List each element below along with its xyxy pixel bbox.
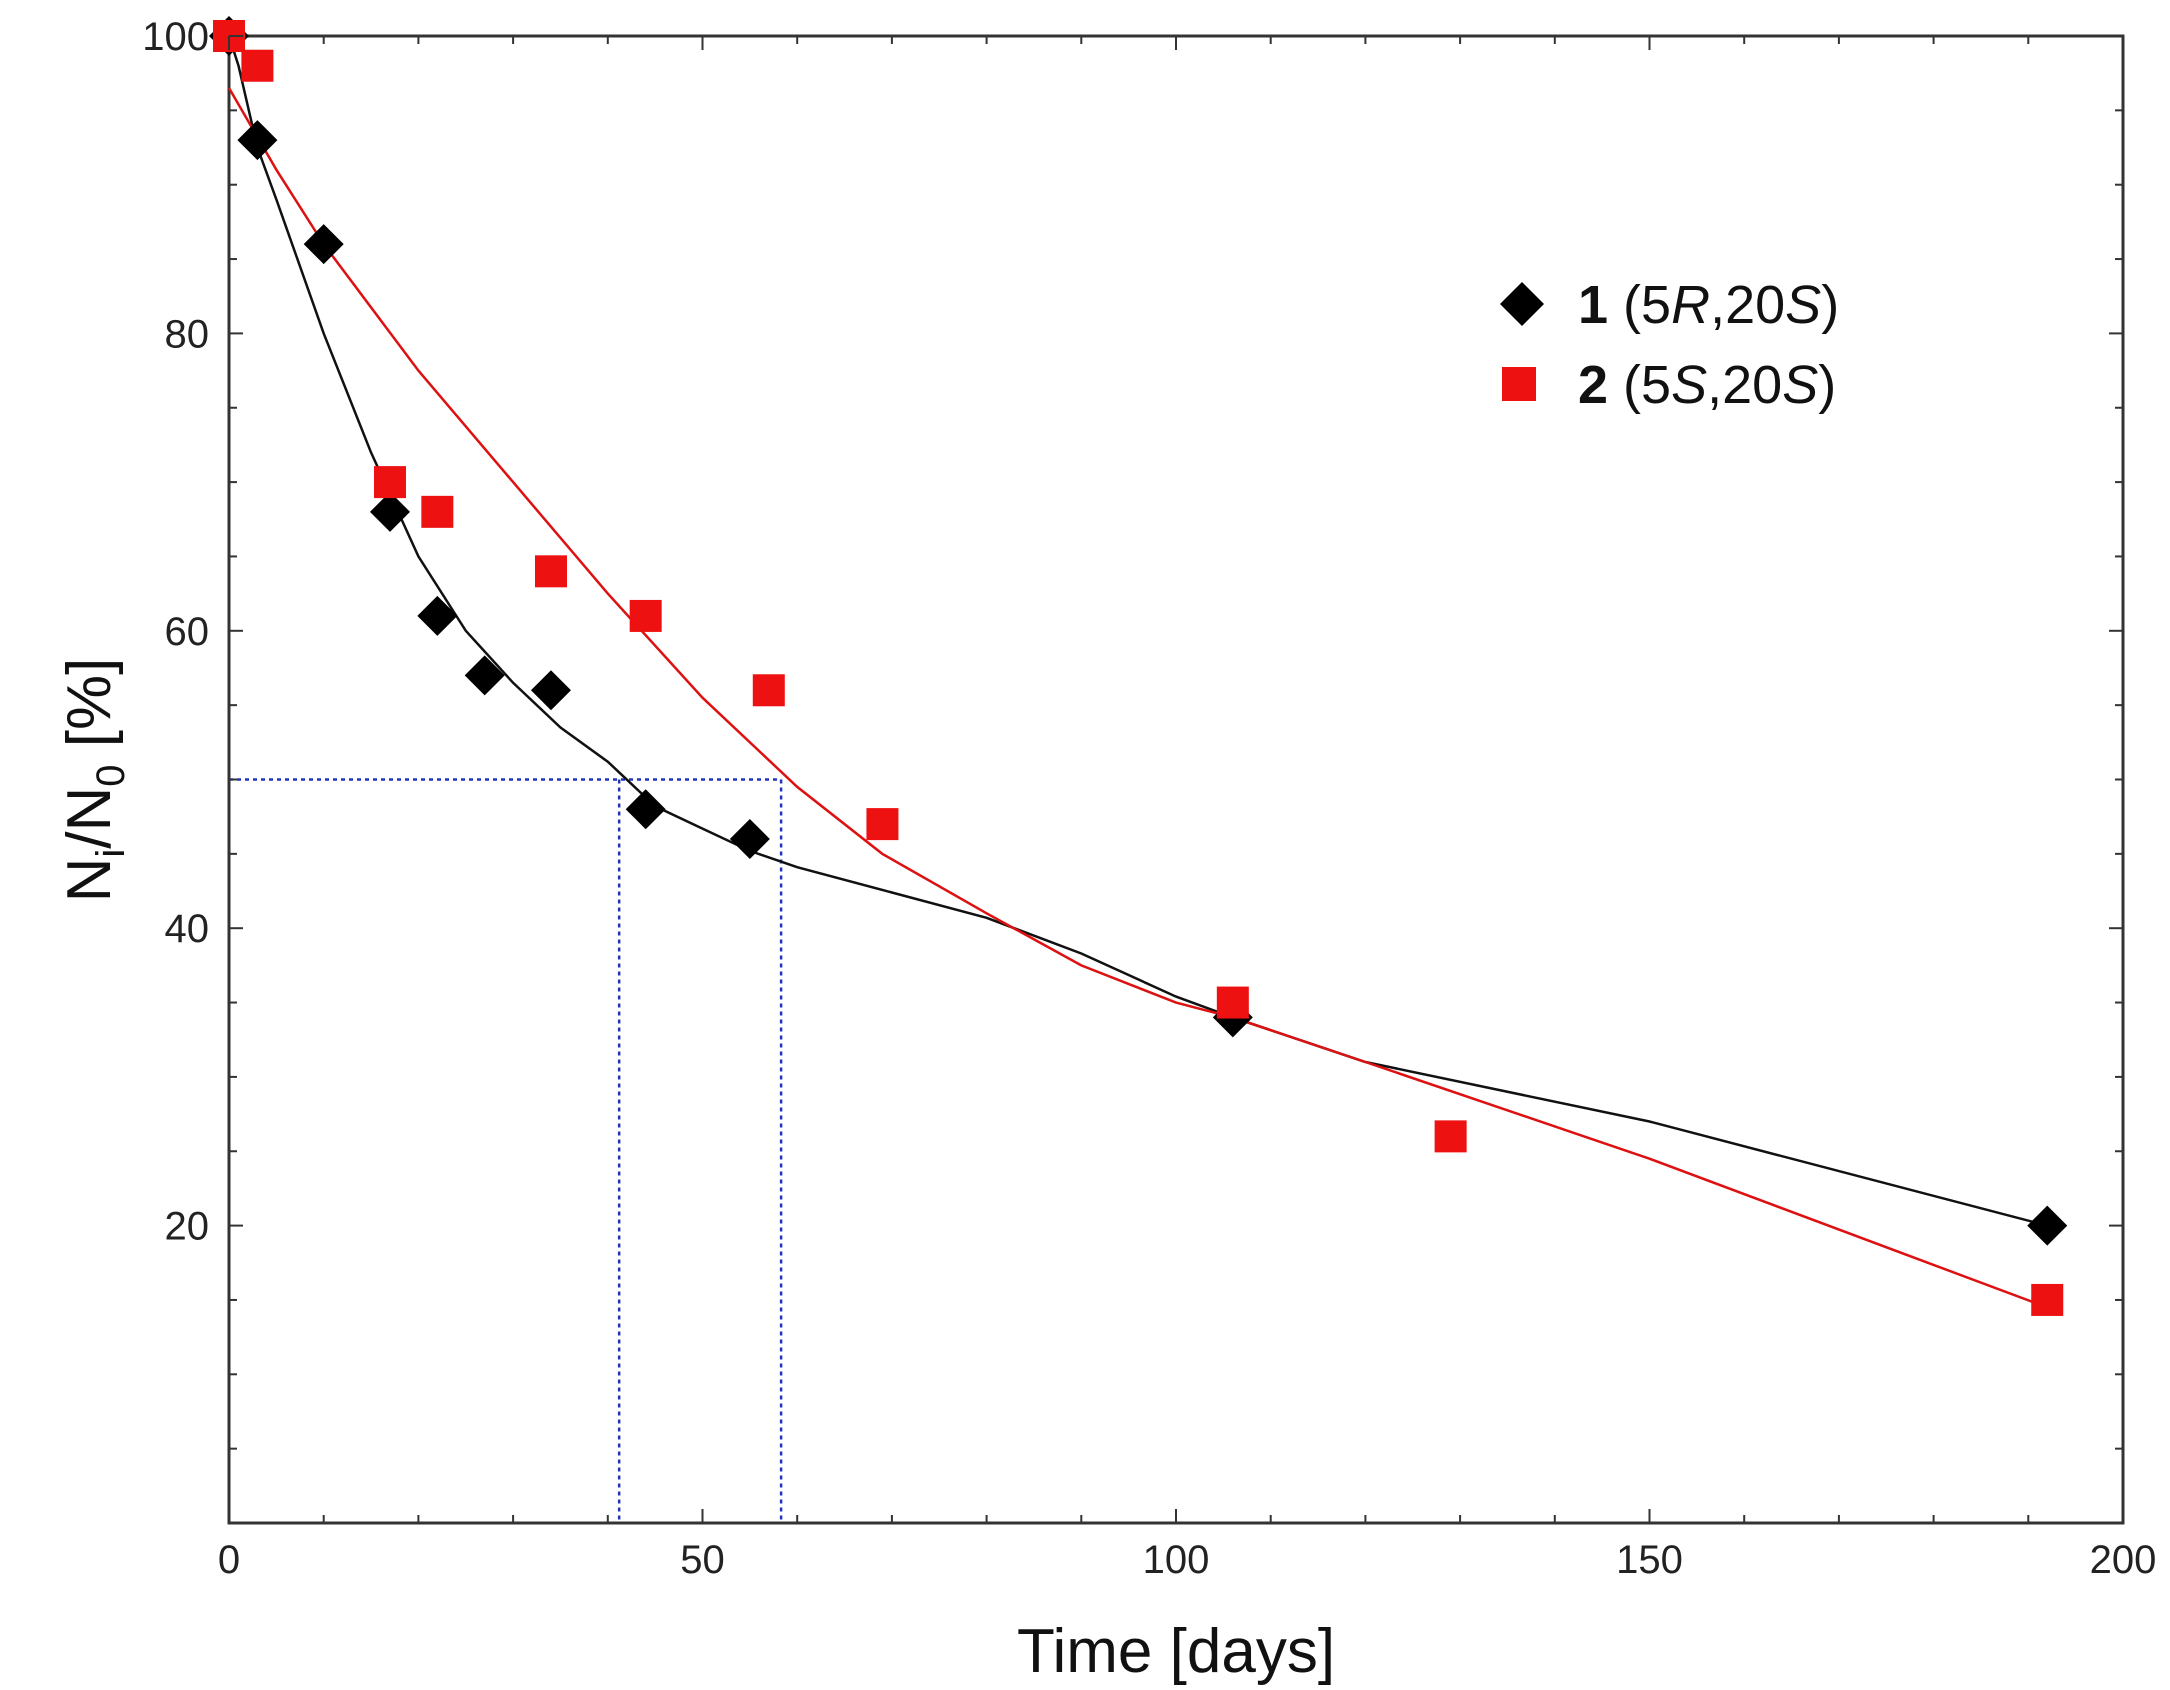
data-point-series-2 xyxy=(373,466,406,499)
data-point-series-2 xyxy=(534,555,567,588)
data-point-series-1 xyxy=(303,224,344,265)
data-point-series-1 xyxy=(530,670,571,711)
x-tick-label: 0 xyxy=(218,1538,240,1582)
data-markers xyxy=(209,16,2068,1316)
y-tick-label: 60 xyxy=(165,610,210,654)
y-tick-label: 20 xyxy=(165,1205,210,1249)
legend-diamond-marker xyxy=(1500,282,1544,326)
x-tick-label: 150 xyxy=(1616,1538,1683,1582)
y-axis-title: Ni/N0 [%] xyxy=(55,658,133,903)
data-point-series-1 xyxy=(369,491,410,532)
reference-lines xyxy=(229,778,783,1523)
x-tick-label: 200 xyxy=(2090,1538,2157,1582)
x-axis-title: Time [days] xyxy=(1017,1617,1335,1686)
fit-line-series-1 xyxy=(227,35,2048,1227)
data-point-series-1 xyxy=(2027,1205,2068,1246)
data-point-series-2 xyxy=(2031,1283,2064,1316)
data-point-series-2 xyxy=(752,674,785,707)
y-tick-labels: 20 40 60 80 100 xyxy=(142,15,209,1249)
x-tick-label: 50 xyxy=(680,1538,725,1582)
fit-line-series-2 xyxy=(227,87,2048,1309)
legend-label-series-1: 1 (5R,20S) xyxy=(1578,275,1839,335)
data-point-series-1 xyxy=(464,655,505,696)
legend-label-series-2: 2 (5S,20S) xyxy=(1578,355,1836,415)
data-point-series-2 xyxy=(241,49,274,82)
legend: 1 (5R,20S) 2 (5S,20S) xyxy=(1500,275,1839,415)
y-tick-label: 80 xyxy=(165,312,210,356)
fit-lines xyxy=(227,35,2048,1309)
plot-area xyxy=(227,34,2125,1525)
data-point-series-1 xyxy=(237,120,278,161)
y-tick-label: 40 xyxy=(165,907,210,951)
legend-item-series-2: 2 (5S,20S) xyxy=(1502,355,1836,415)
data-point-series-2 xyxy=(866,808,899,841)
data-point-series-2 xyxy=(1434,1120,1467,1153)
axis-ticks xyxy=(228,35,2124,1524)
x-tick-labels: 0 50 100 150 200 xyxy=(218,1538,2157,1582)
data-point-series-2 xyxy=(629,599,662,632)
data-point-series-2 xyxy=(1216,986,1249,1019)
y-tick-label: 100 xyxy=(142,15,209,59)
data-point-series-1 xyxy=(729,818,770,859)
legend-item-series-1: 1 (5R,20S) xyxy=(1500,275,1839,335)
legend-square-marker xyxy=(1502,367,1536,401)
data-point-series-2 xyxy=(421,495,454,528)
x-tick-label: 100 xyxy=(1143,1538,1210,1582)
data-point-series-1 xyxy=(625,789,666,830)
data-point-series-1 xyxy=(417,595,458,636)
